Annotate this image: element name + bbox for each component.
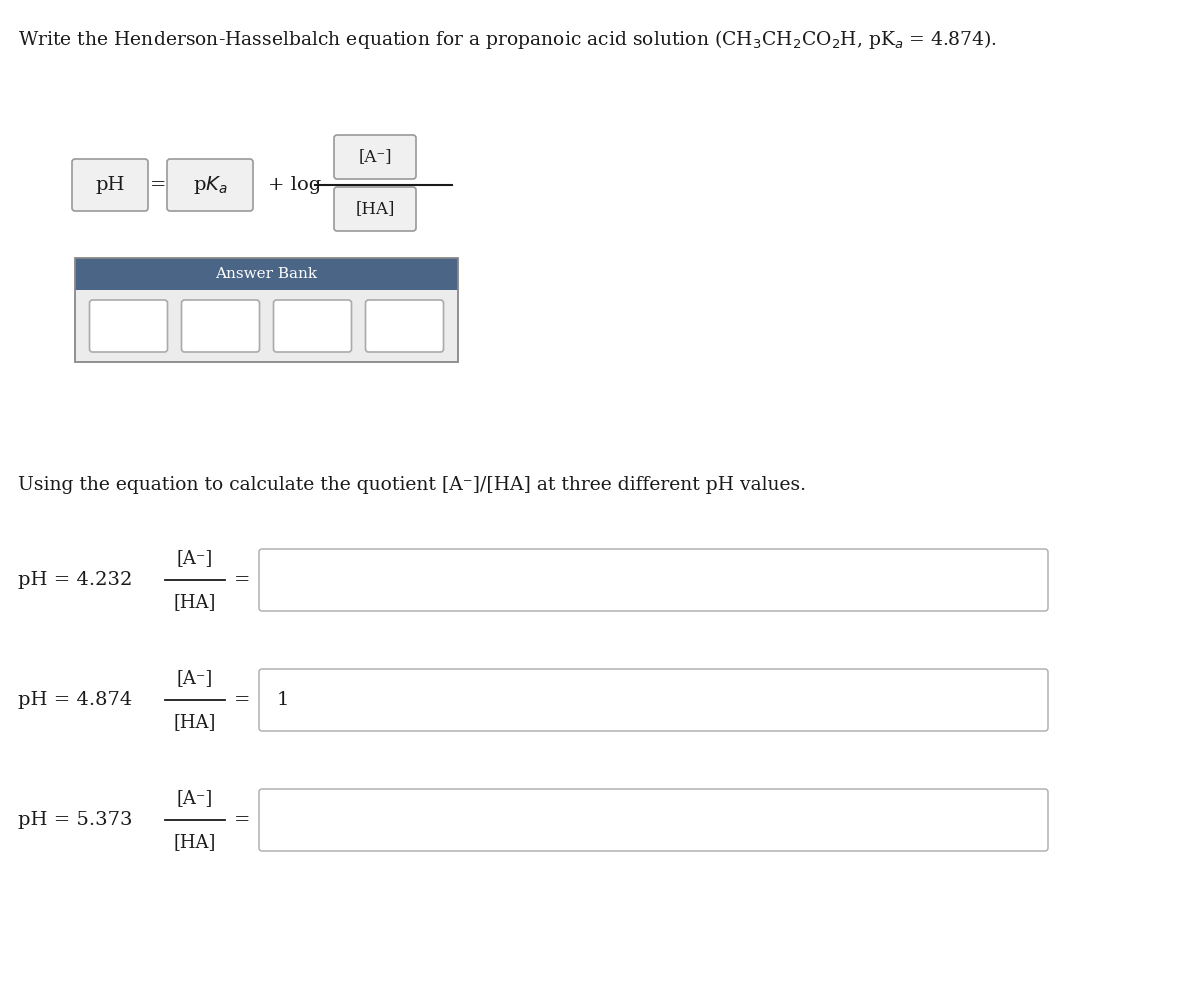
Text: pH = 5.373: pH = 5.373 — [18, 811, 132, 829]
FancyBboxPatch shape — [334, 135, 416, 179]
Text: Using the equation to calculate the quotient [A⁻]/[HA] at three different pH val: Using the equation to calculate the quot… — [18, 476, 806, 494]
Text: [A⁻]: [A⁻] — [176, 549, 214, 567]
FancyBboxPatch shape — [259, 669, 1048, 731]
Text: [A⁻]: [A⁻] — [176, 669, 214, 687]
Text: =: = — [150, 176, 167, 194]
Bar — [74, 258, 458, 290]
FancyBboxPatch shape — [366, 300, 444, 352]
FancyBboxPatch shape — [90, 300, 168, 352]
Bar — [74, 258, 458, 362]
Text: pH = 4.874: pH = 4.874 — [18, 691, 132, 709]
Text: [HA]: [HA] — [355, 200, 395, 217]
Text: [HA]: [HA] — [174, 713, 216, 731]
FancyBboxPatch shape — [259, 549, 1048, 611]
FancyBboxPatch shape — [259, 789, 1048, 851]
Bar — [74, 290, 458, 362]
FancyBboxPatch shape — [167, 159, 253, 211]
Text: + log: + log — [268, 176, 322, 194]
Text: pH: pH — [95, 176, 125, 194]
Text: [HA]: [HA] — [174, 833, 216, 851]
Text: =: = — [234, 691, 251, 709]
Text: Answer Bank: Answer Bank — [216, 267, 318, 281]
FancyBboxPatch shape — [72, 159, 148, 211]
FancyBboxPatch shape — [181, 300, 259, 352]
Text: =: = — [234, 571, 251, 589]
FancyBboxPatch shape — [274, 300, 352, 352]
Text: [A⁻]: [A⁻] — [359, 148, 391, 166]
Text: 1: 1 — [277, 691, 289, 709]
Text: [A⁻]: [A⁻] — [176, 789, 214, 807]
Text: p$K_a$: p$K_a$ — [193, 174, 227, 196]
Text: pH = 4.232: pH = 4.232 — [18, 571, 132, 589]
Text: =: = — [234, 811, 251, 829]
Text: Write the Henderson-Hasselbalch equation for a propanoic acid solution (CH$_3$CH: Write the Henderson-Hasselbalch equation… — [18, 28, 997, 51]
Text: [HA]: [HA] — [174, 593, 216, 611]
FancyBboxPatch shape — [334, 187, 416, 231]
